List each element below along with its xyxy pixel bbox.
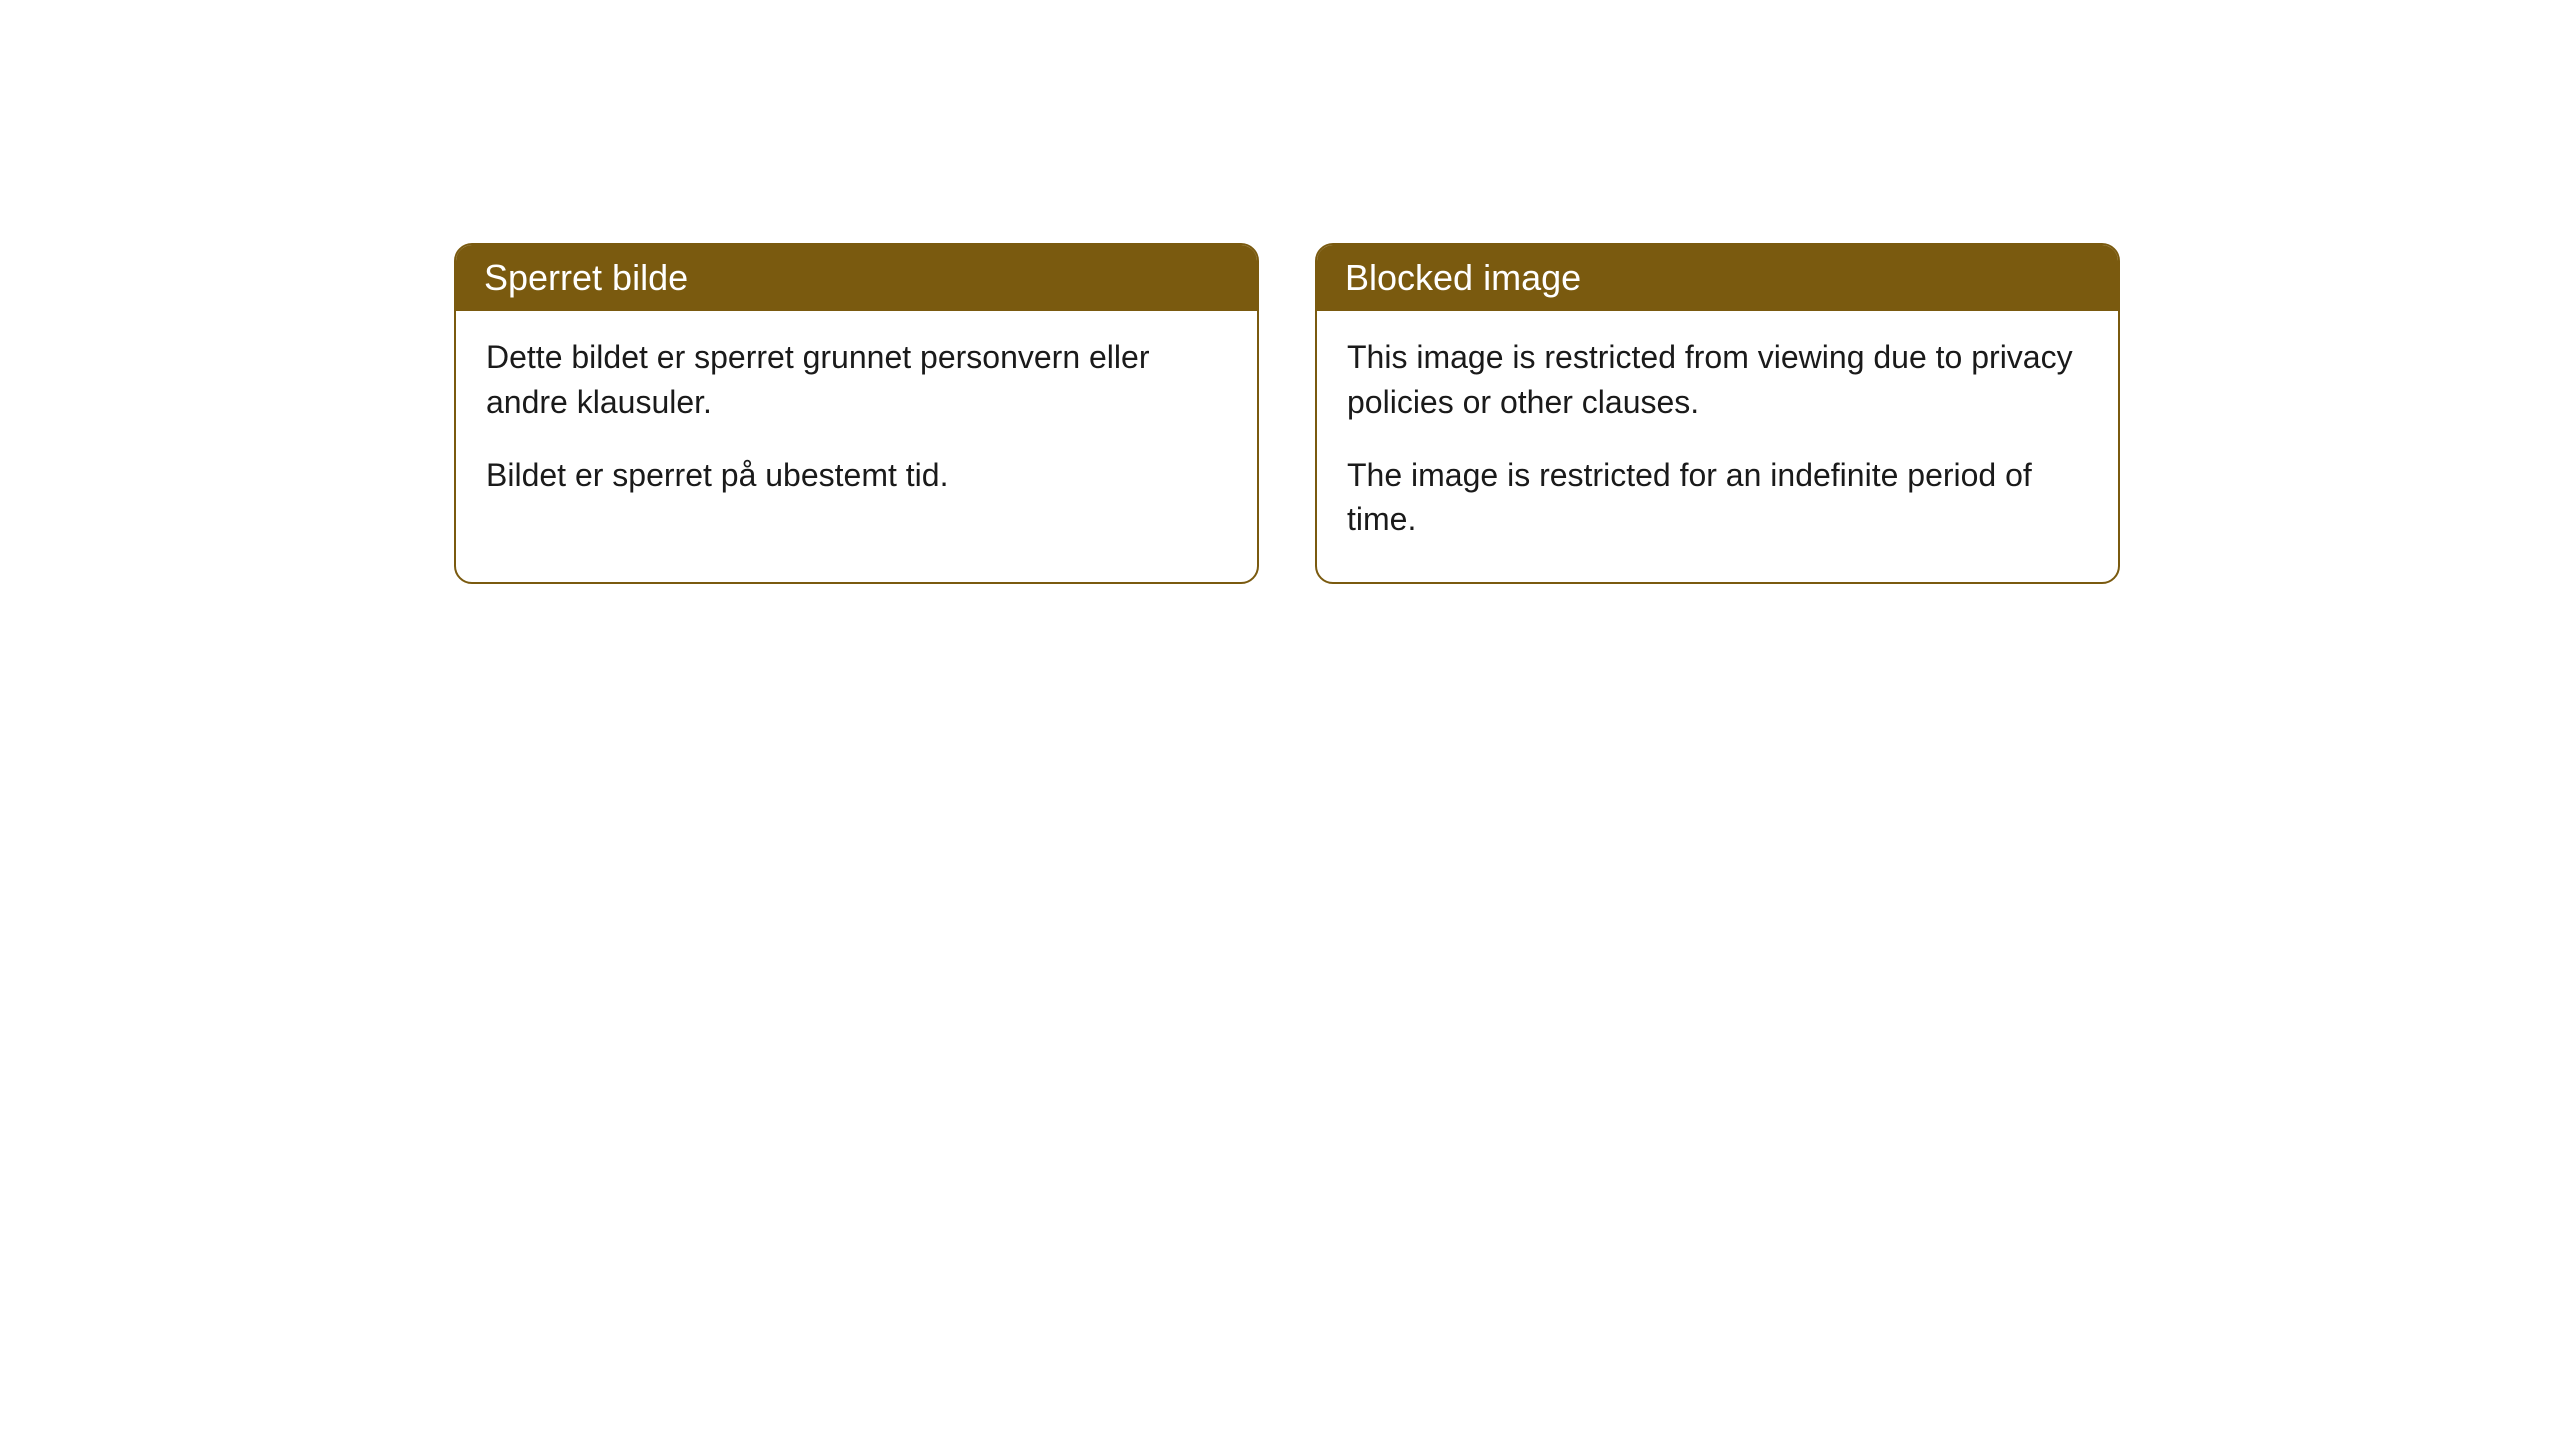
notice-card-english: Blocked image This image is restricted f… <box>1315 243 2120 584</box>
card-title-norwegian: Sperret bilde <box>484 257 688 298</box>
notice-container: Sperret bilde Dette bildet er sperret gr… <box>0 0 2560 584</box>
notice-card-norwegian: Sperret bilde Dette bildet er sperret gr… <box>454 243 1259 584</box>
card-text-norwegian-2: Bildet er sperret på ubestemt tid. <box>486 453 1227 498</box>
card-text-english-1: This image is restricted from viewing du… <box>1347 335 2088 425</box>
card-body-english: This image is restricted from viewing du… <box>1317 311 2118 582</box>
card-text-english-2: The image is restricted for an indefinit… <box>1347 453 2088 543</box>
card-body-norwegian: Dette bildet er sperret grunnet personve… <box>456 311 1257 537</box>
card-header-norwegian: Sperret bilde <box>456 245 1257 311</box>
card-title-english: Blocked image <box>1345 257 1581 298</box>
card-text-norwegian-1: Dette bildet er sperret grunnet personve… <box>486 335 1227 425</box>
card-header-english: Blocked image <box>1317 245 2118 311</box>
